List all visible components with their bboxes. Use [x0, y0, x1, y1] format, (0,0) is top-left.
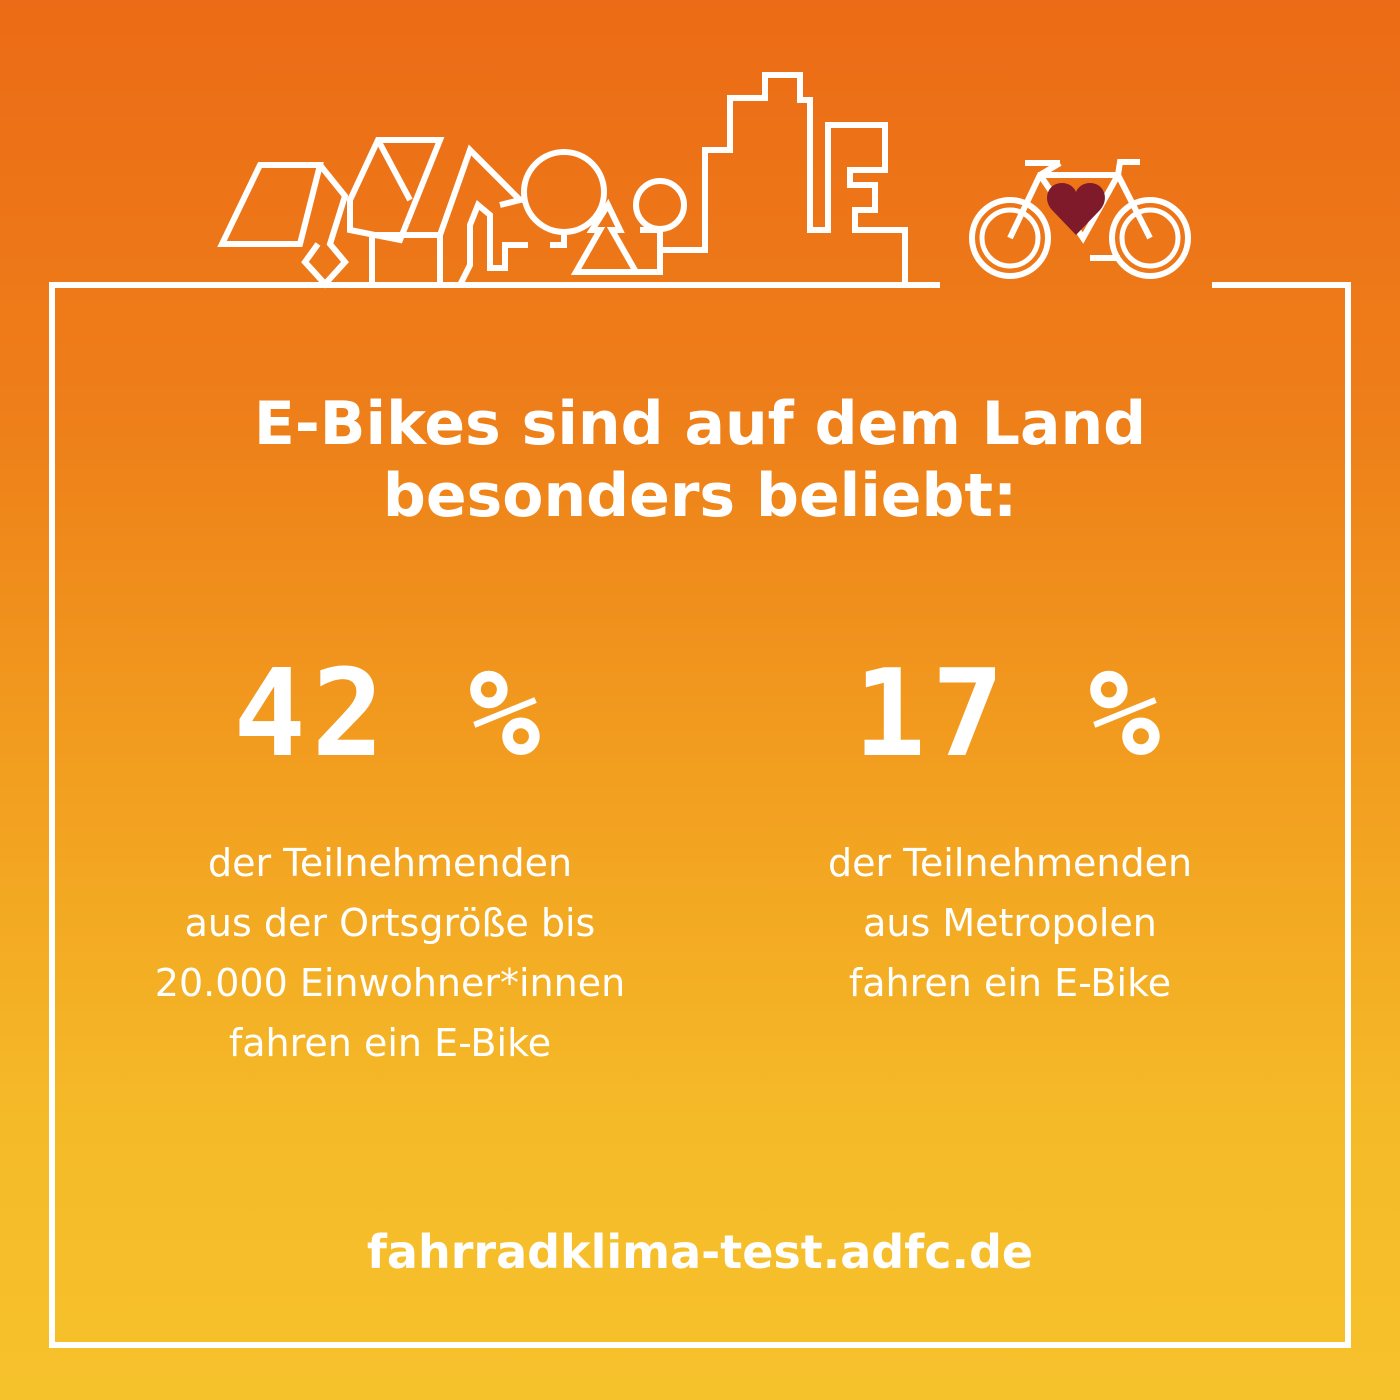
stat-metropolis-line: aus Metropolen [863, 901, 1157, 945]
stat-rural: 42 % der Teilnehmenden aus der Ortsgröße… [80, 655, 700, 1073]
stat-rural-description: der Teilnehmenden aus der Ortsgröße bis … [80, 833, 700, 1073]
heart-icon [1047, 183, 1105, 235]
stat-metropolis-value: 17 % [853, 645, 1167, 784]
website-url: fahrradklima-test.adfc.de [366, 1225, 1034, 1279]
stat-metropolis-line: der Teilnehmenden [827, 841, 1193, 885]
stat-metropolis-description: der Teilnehmenden aus Metropolen fahren … [700, 833, 1320, 1013]
stat-rural-line: fahren ein E-Bike [228, 1021, 552, 1065]
skyline-outline [217, 72, 908, 289]
stat-rural-line: der Teilnehmenden [207, 841, 573, 885]
headline: E-Bikes sind auf dem Land besonders beli… [150, 388, 1250, 532]
stat-metropolis-line: fahren ein E-Bike [848, 961, 1172, 1005]
headline-line-1: E-Bikes sind auf dem Land [253, 389, 1147, 459]
frame-border [49, 282, 1351, 1348]
stat-metropolis: 17 % der Teilnehmenden aus Metropolen fa… [700, 655, 1320, 1013]
bicycle-icon [969, 159, 1191, 279]
stat-rural-value: 42 % [233, 645, 547, 784]
stat-rural-line: 20.000 Einwohner*innen [154, 961, 626, 1005]
headline-line-2: besonders beliebt: [382, 461, 1018, 531]
stat-rural-line: aus der Ortsgröße bis [184, 901, 596, 945]
